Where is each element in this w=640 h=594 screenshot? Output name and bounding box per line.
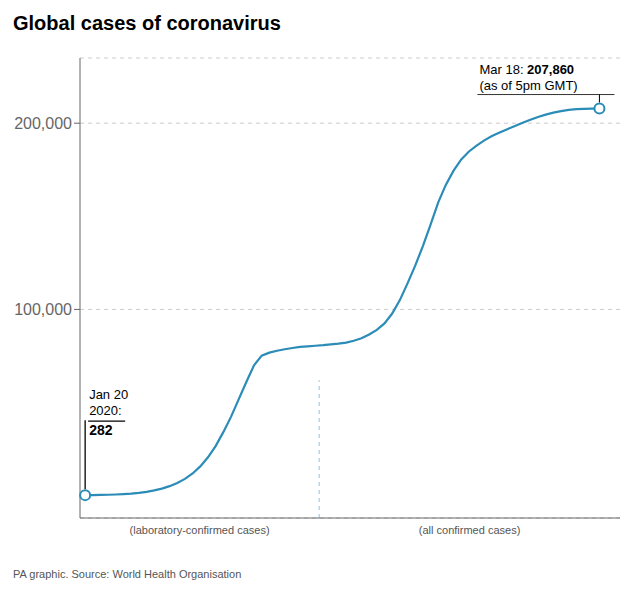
svg-text:100,000: 100,000	[14, 301, 72, 318]
html-text:Global cases of coronavirus: Global cases of coronavirus	[13, 12, 281, 34]
svg-text:(as of 5pm GMT): (as of 5pm GMT)	[479, 78, 577, 93]
svg-text:282: 282	[89, 422, 113, 438]
svg-text:(laboratory-confirmed cases): (laboratory-confirmed cases)	[130, 524, 270, 536]
svg-text:200,000: 200,000	[14, 115, 72, 132]
svg-text:(all confirmed cases): (all confirmed cases)	[419, 524, 520, 536]
svg-text:Jan 202020:: Jan 202020:	[89, 387, 128, 418]
html-text:PA graphic. Source: World Heal: PA graphic. Source: World Health Organis…	[13, 568, 242, 580]
svg-text:Mar 18: 207,860: Mar 18: 207,860	[479, 62, 574, 77]
